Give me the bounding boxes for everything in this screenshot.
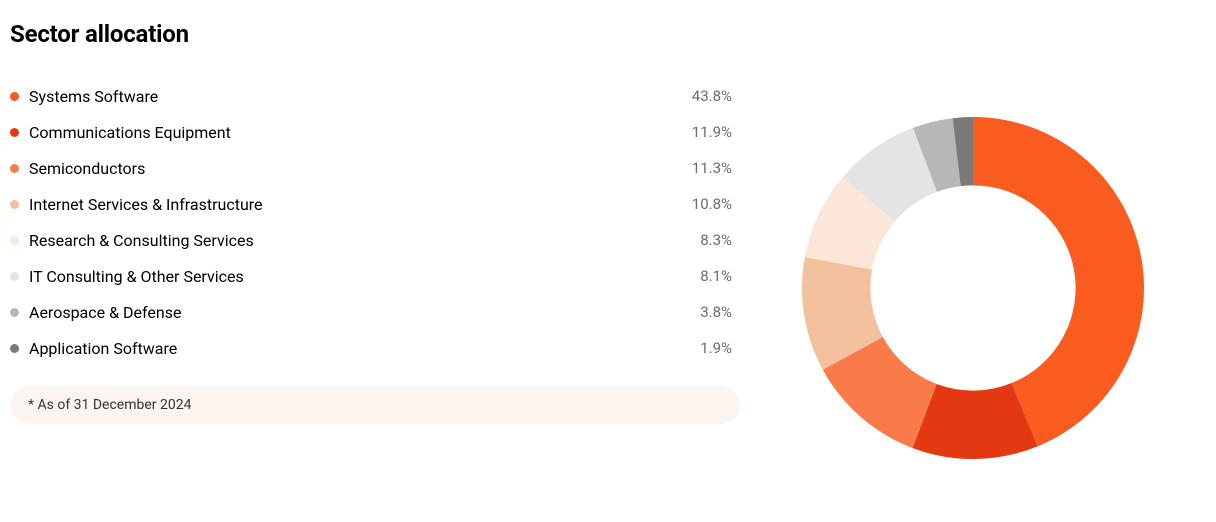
- legend-swatch: [10, 92, 19, 101]
- legend-row-left: Application Software: [10, 339, 177, 358]
- legend-value: 8.1%: [700, 267, 740, 285]
- legend: Systems Software 43.8% Communications Equi…: [10, 78, 740, 424]
- legend-label: Semiconductors: [29, 159, 145, 178]
- legend-label: Aerospace & Defense: [29, 303, 181, 322]
- legend-swatch: [10, 344, 19, 353]
- legend-row-left: Aerospace & Defense: [10, 303, 181, 322]
- legend-row-left: Internet Services & Infrastructure: [10, 195, 263, 214]
- legend-swatch: [10, 236, 19, 245]
- legend-value: 3.8%: [700, 303, 740, 321]
- legend-row-left: Systems Software: [10, 87, 158, 106]
- legend-value: 11.3%: [692, 159, 740, 177]
- legend-label: Communications Equipment: [29, 123, 231, 142]
- legend-label: Systems Software: [29, 87, 158, 106]
- legend-row: Research & Consulting Services 8.3%: [10, 222, 740, 258]
- legend-swatch: [10, 164, 19, 173]
- legend-row: Aerospace & Defense 3.8%: [10, 294, 740, 330]
- legend-swatch: [10, 200, 19, 209]
- legend-label: IT Consulting & Other Services: [29, 267, 244, 286]
- legend-row-left: Research & Consulting Services: [10, 231, 254, 250]
- donut-chart-wrap: [740, 78, 1206, 498]
- legend-label: Internet Services & Infrastructure: [29, 195, 263, 214]
- legend-label: Application Software: [29, 339, 177, 358]
- legend-row-left: Semiconductors: [10, 159, 145, 178]
- legend-row-left: Communications Equipment: [10, 123, 231, 142]
- legend-row: Communications Equipment 11.9%: [10, 114, 740, 150]
- legend-row-left: IT Consulting & Other Services: [10, 267, 244, 286]
- legend-swatch: [10, 128, 19, 137]
- legend-value: 10.8%: [692, 195, 740, 213]
- legend-row: Systems Software 43.8%: [10, 78, 740, 114]
- legend-swatch: [10, 272, 19, 281]
- sector-allocation-panel: Sector allocation Systems Software 43.8% C…: [0, 0, 1216, 522]
- footnote: * As of 31 December 2024: [10, 386, 740, 424]
- legend-row: IT Consulting & Other Services 8.1%: [10, 258, 740, 294]
- legend-value: 11.9%: [692, 123, 740, 141]
- legend-label: Research & Consulting Services: [29, 231, 254, 250]
- legend-value: 8.3%: [700, 231, 740, 249]
- legend-value: 43.8%: [692, 87, 740, 105]
- legend-swatch: [10, 308, 19, 317]
- legend-row: Application Software 1.9%: [10, 330, 740, 366]
- legend-row: Internet Services & Infrastructure 10.8%: [10, 186, 740, 222]
- page-title: Sector allocation: [10, 20, 1206, 48]
- legend-value: 1.9%: [700, 339, 740, 357]
- donut-chart: [783, 98, 1163, 478]
- content-row: Systems Software 43.8% Communications Equi…: [10, 78, 1206, 498]
- legend-row: Semiconductors 11.3%: [10, 150, 740, 186]
